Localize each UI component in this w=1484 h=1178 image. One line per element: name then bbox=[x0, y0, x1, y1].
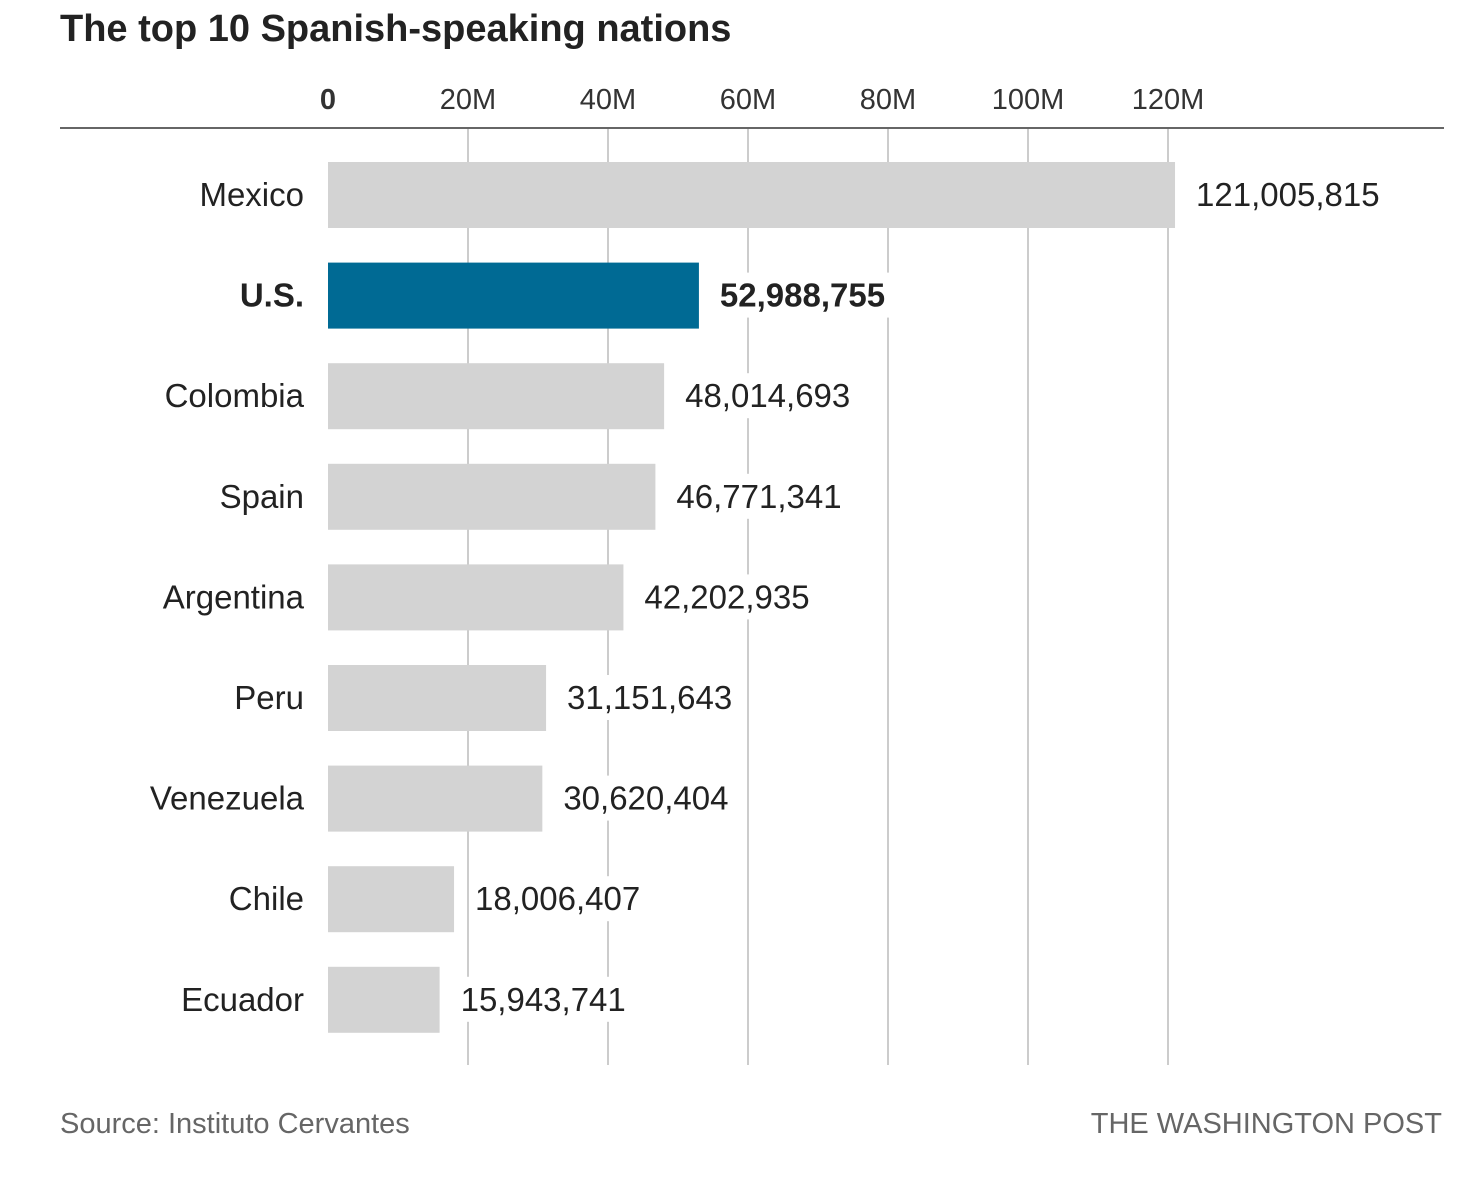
category-label: Peru bbox=[234, 679, 304, 716]
value-label: 46,771,341 bbox=[676, 478, 841, 515]
value-label: 30,620,404 bbox=[563, 780, 728, 817]
x-tick-label: 0 bbox=[320, 84, 336, 116]
x-axis: 0 20M 40M 60M 80M 100M 120M bbox=[60, 84, 1444, 129]
value-label-backdrop bbox=[557, 775, 735, 821]
category-label: U.S. bbox=[240, 277, 304, 314]
x-tick-label: 100M bbox=[992, 84, 1065, 116]
bar bbox=[328, 665, 547, 731]
labels: 121,005,815 Mexico 52,988,755 U.S. 48,014,69… bbox=[150, 172, 1386, 1022]
category-label: Spain bbox=[220, 478, 304, 515]
chart-title: The top 10 Spanish-speaking nations bbox=[60, 8, 732, 50]
x-tick-label: 120M bbox=[1132, 84, 1205, 116]
value-label-backdrop bbox=[454, 976, 632, 1022]
x-tick-label: 80M bbox=[860, 84, 916, 116]
value-label: 31,151,643 bbox=[567, 679, 732, 716]
x-tick-label: 40M bbox=[580, 84, 636, 116]
value-label: 18,006,407 bbox=[475, 880, 640, 917]
value-label-backdrop bbox=[713, 272, 892, 318]
value-label: 48,014,693 bbox=[685, 377, 850, 414]
value-label: 52,988,755 bbox=[720, 277, 885, 314]
value-label: 121,005,815 bbox=[1196, 176, 1380, 213]
bar bbox=[328, 162, 1176, 228]
category-label: Chile bbox=[229, 880, 304, 917]
bar-highlighted bbox=[328, 262, 699, 329]
bar bbox=[328, 363, 665, 430]
value-label-backdrop bbox=[561, 675, 739, 720]
value-label: 42,202,935 bbox=[644, 578, 809, 615]
category-label: Colombia bbox=[165, 377, 305, 414]
x-tick-label: 20M bbox=[440, 84, 496, 116]
bar bbox=[328, 966, 440, 1033]
publisher-credit: THE WASHINGTON POST bbox=[1090, 1108, 1442, 1140]
value-label-backdrop bbox=[1190, 172, 1386, 217]
category-label: Ecuador bbox=[181, 981, 304, 1018]
category-label: Mexico bbox=[199, 176, 304, 213]
value-label: 15,943,741 bbox=[461, 981, 626, 1018]
value-label-backdrop bbox=[638, 574, 816, 620]
value-label-backdrop bbox=[670, 473, 848, 519]
value-label-backdrop bbox=[679, 373, 857, 419]
source-note: Source: Instituto Cervantes bbox=[60, 1108, 410, 1140]
bar bbox=[328, 463, 656, 530]
bars bbox=[328, 162, 1176, 1033]
value-label-backdrop bbox=[469, 876, 647, 922]
category-label: Argentina bbox=[163, 578, 305, 615]
bar bbox=[328, 866, 455, 933]
x-tick-label: 60M bbox=[720, 84, 776, 116]
category-label: Venezuela bbox=[150, 780, 305, 817]
bar bbox=[328, 765, 543, 832]
bar bbox=[328, 564, 624, 631]
